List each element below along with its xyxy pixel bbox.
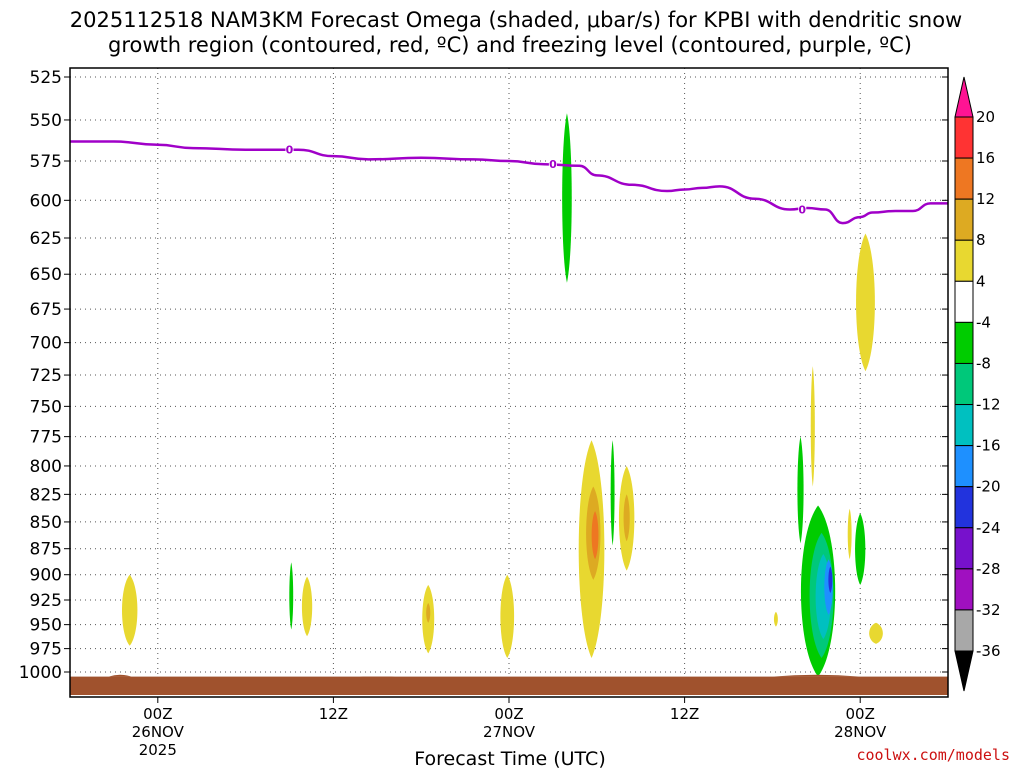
- x-tick-label-40-2: 28NOV: [834, 723, 887, 741]
- plot-inner: 0 0 0: [70, 68, 948, 697]
- y-tick-label-800: 800: [30, 457, 62, 477]
- y-tick-label-600: 600: [30, 191, 62, 211]
- colorbar-bin-9: [954, 486, 974, 529]
- colorbar-bin-10: [954, 527, 974, 570]
- y-tick-label-950: 950: [30, 616, 62, 636]
- colorbar-label-8: -16: [976, 437, 1001, 455]
- y-tick-label-750: 750: [30, 397, 62, 417]
- y-tick-label-525: 525: [30, 68, 62, 88]
- omega-cell-upper-green: [562, 113, 572, 283]
- x-axis-label: Forecast Time (UTC): [414, 748, 605, 768]
- x-tick-label-30-1: 12Z: [670, 705, 699, 723]
- colorbar-label-11: -28: [976, 560, 1001, 578]
- colorbar-bin-1: [954, 157, 974, 200]
- colorbar-label-12: -32: [976, 601, 1001, 619]
- omega-cell-12z-green: [289, 562, 294, 630]
- colorbar-bin-11: [954, 568, 974, 611]
- colorbar-label-4: 4: [976, 272, 986, 290]
- colorbar-cap-top: [954, 76, 974, 118]
- colorbar: 20 16 12 8 4 -4 -8 -12 -16 -20 -24 -28 -32 -36: [954, 76, 1001, 692]
- x-tick-label-10-1: 12Z: [319, 705, 348, 723]
- omega-cell-23z-darkblue: [828, 566, 833, 593]
- x-tick-label-20-1: 00Z: [494, 705, 523, 723]
- y-tick-label-825: 825: [30, 485, 62, 505]
- freezing-level-label-bg-1: [548, 158, 557, 170]
- y-tick-label-1000: 1000: [19, 663, 62, 683]
- colorbar-bin-2: [954, 198, 974, 241]
- y-tick-label-575: 575: [30, 152, 62, 172]
- y-tick-label-550: 550: [30, 111, 62, 131]
- freezing-level-label-0: 0: [286, 144, 294, 157]
- colorbar-bin-6: [954, 362, 974, 406]
- omega-cell-05z-amber: [623, 494, 630, 542]
- omega-cell-21z-speck: [773, 611, 778, 627]
- omega-cell-00z-yellow-upper: [856, 233, 875, 372]
- omega-cell-03z-orange: [591, 511, 599, 560]
- chart-title-line-2: growth region (contoured, red, ºC) and f…: [108, 33, 912, 57]
- freezing-level-label-1: 0: [549, 158, 557, 171]
- plot-area: 0 0 0: [70, 68, 948, 697]
- freezing-level-label-bg-2: [798, 203, 807, 215]
- colorbar-bin-0: [954, 116, 974, 159]
- omega-cell-23z-yellow-small: [847, 508, 852, 560]
- y-tick-label-700: 700: [30, 334, 62, 354]
- y-tick-label-875: 875: [30, 540, 62, 560]
- colorbar-label-1: 16: [976, 149, 995, 167]
- y-tick-label-675: 675: [30, 300, 62, 320]
- freezing-level-label-2: 0: [798, 203, 806, 216]
- y-tick-label-625: 625: [30, 229, 62, 249]
- omega-cell-01z-yellow-low: [869, 622, 883, 644]
- omega-cell-22z-yellow-thin: [810, 366, 815, 487]
- x-tick-label-0-2: 26NOV: [132, 723, 185, 741]
- x-tick-label-40-1: 00Z: [846, 705, 875, 723]
- x-tick-label-0-1: 00Z: [143, 705, 172, 723]
- colorbar-label-5: -4: [976, 313, 991, 331]
- colorbar-label-10: -24: [976, 519, 1001, 537]
- colorbar-label-0: 20: [976, 108, 995, 126]
- credit-text: coolwx.com/models: [856, 746, 1010, 764]
- colorbar-bin-8: [954, 445, 974, 488]
- colorbar-label-6: -8: [976, 354, 991, 372]
- omega-cell-early-yellow: [121, 574, 138, 646]
- colorbar-bin-12: [954, 609, 974, 652]
- y-tick-label-975: 975: [30, 640, 62, 660]
- y-tick-label-925: 925: [30, 591, 62, 611]
- y-tick-label-850: 850: [30, 513, 62, 533]
- colorbar-label-9: -20: [976, 478, 1001, 496]
- terrain-bump-0: [108, 674, 132, 677]
- axes: 525 550 575 600 625 650 675 700 725 750 775 800 825 8…: [19, 67, 949, 759]
- colorbar-cap-bottom: [954, 650, 974, 692]
- omega-cell-04z-green: [610, 440, 615, 546]
- y-tick-label-725: 725: [30, 366, 62, 386]
- terrain-bump-1: [359, 676, 395, 678]
- x-tick-label-20-2: 27NOV: [483, 723, 536, 741]
- chart-title-line-1: 2025112518 NAM3KM Forecast Omega (shaded…: [70, 8, 962, 32]
- colorbar-bin-3: [954, 239, 974, 282]
- x-tick-label-0-3: 2025: [139, 741, 177, 759]
- colorbar-label-7: -12: [976, 396, 1001, 414]
- omega-cell-18z-orange: [426, 603, 431, 623]
- colorbar-bin-7: [954, 404, 974, 447]
- y-tick-label-650: 650: [30, 265, 62, 285]
- freezing-level-label-bg-0: [285, 143, 294, 155]
- terrain-bump-2: [772, 674, 861, 677]
- y-tick-label-775: 775: [30, 428, 62, 448]
- colorbar-bin-5: [954, 321, 974, 364]
- colorbar-label-3: 8: [976, 231, 986, 249]
- y-tick-label-900: 900: [30, 566, 62, 586]
- colorbar-label-2: 12: [976, 190, 995, 208]
- omega-cell-22z-green-upper: [797, 436, 804, 544]
- omega-cell-00z-green-small: [855, 513, 866, 585]
- colorbar-bin-4: [954, 280, 974, 323]
- terrain-strip: [70, 676, 948, 695]
- omega-cell-00z-yellow: [500, 574, 515, 659]
- omega-cell-12z-yellow: [301, 576, 313, 637]
- colorbar-label-13: -36: [976, 642, 1001, 660]
